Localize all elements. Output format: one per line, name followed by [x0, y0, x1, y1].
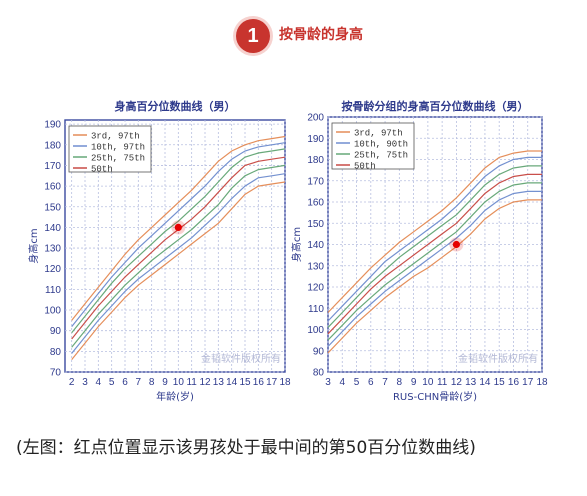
x-tick-label: 5 [354, 377, 360, 388]
highlight-dot [452, 240, 460, 249]
y-tick-label: 200 [307, 113, 324, 124]
y-tick-label: 160 [307, 198, 324, 209]
y-tick-label: 170 [44, 161, 61, 172]
x-tick-label: 9 [162, 377, 168, 388]
y-tick-label: 110 [308, 304, 324, 315]
series-line-10th [71, 173, 286, 354]
legend-label: 25th, 75th [91, 154, 145, 164]
legend-box [68, 125, 152, 173]
figure-caption: (左图：红点位置显示该男孩处于最中间的第50百分位数曲线) [16, 438, 476, 458]
x-tick-label: 10 [422, 377, 434, 388]
x-tick-label: 5 [109, 377, 115, 388]
series-line-90th [71, 142, 286, 327]
series-line-97th [71, 135, 286, 321]
x-tick-label: 16 [253, 377, 265, 388]
x-tick-label: 3 [82, 377, 88, 388]
y-axis-label: 身高cm [290, 227, 303, 262]
x-tick-label: 9 [411, 377, 417, 388]
x-tick-label: 17 [266, 377, 278, 388]
x-tick-label: 17 [522, 377, 534, 388]
x-tick-label: 10 [173, 377, 185, 388]
x-tick-label: 14 [479, 377, 491, 388]
legend-label: 10th, 97th [91, 143, 145, 153]
x-tick-label: 4 [339, 377, 345, 388]
x-tick-label: 15 [494, 377, 506, 388]
x-tick-label: 12 [199, 377, 211, 388]
x-tick-label: 11 [437, 377, 448, 388]
y-tick-label: 150 [44, 202, 61, 213]
height-percentile-chart-by-bone-age: 3 4 5 6 7 8 9 10 11 12 13 14 15 16 17 18 80 90 100 110 120 13… [290, 99, 548, 403]
x-tick-label: 2 [69, 377, 75, 388]
y-tick-label: 90 [313, 346, 325, 357]
x-axis-label: RUS-CHN骨龄(岁) [393, 390, 477, 403]
x-tick-label: 4 [96, 377, 102, 388]
x-tick-label: 7 [136, 377, 142, 388]
y-tick-label: 120 [307, 283, 324, 294]
x-tick-label: 15 [239, 377, 251, 388]
legend-label: 3rd, 97th [91, 132, 140, 142]
y-tick-label: 70 [50, 368, 62, 379]
y-tick-label: 80 [50, 347, 62, 358]
series-line-10th [327, 190, 542, 347]
y-tick-label: 180 [307, 155, 324, 166]
y-tick-label: 170 [307, 176, 324, 187]
y-tick-label: 130 [307, 261, 324, 272]
highlight-dot [174, 223, 182, 232]
y-tick-label: 110 [45, 285, 61, 296]
x-tick-label: 8 [149, 377, 155, 388]
legend-label: 3rd, 97th [354, 129, 403, 139]
legend-label: 10th, 90th [354, 140, 408, 150]
x-tick-label: 13 [465, 377, 477, 388]
x-tick-label: 16 [508, 377, 520, 388]
series-line-75th [327, 165, 542, 328]
chart-title: 身高百分位数曲线（男） [115, 99, 236, 113]
legend-box [331, 122, 415, 170]
x-tick-label: 6 [122, 377, 128, 388]
watermark: 金韬软件版权所有 [201, 352, 281, 365]
series-line-97th [327, 150, 542, 313]
series-line-3rd [327, 199, 542, 354]
x-tick-label: 12 [451, 377, 463, 388]
x-tick-label: 7 [382, 377, 388, 388]
y-tick-label: 130 [44, 244, 61, 255]
legend-label: 50th [354, 162, 376, 172]
series-line-25th [327, 182, 542, 341]
y-tick-label: 90 [50, 326, 62, 337]
y-tick-label: 140 [307, 240, 324, 251]
y-tick-label: 180 [44, 140, 61, 151]
y-tick-label: 150 [307, 219, 324, 230]
x-axis-label: 年龄(岁) [156, 390, 194, 403]
y-tick-label: 80 [313, 368, 325, 379]
series-line-90th [327, 156, 542, 322]
series-line-25th [71, 164, 286, 348]
y-axis-label: 身高cm [27, 228, 40, 263]
watermark: 金韬软件版权所有 [458, 352, 538, 365]
x-tick-label: 8 [397, 377, 403, 388]
series-line-3rd [71, 181, 286, 360]
series-line-75th [71, 148, 286, 334]
legend-label: 50th [91, 165, 113, 175]
y-tick-label: 190 [44, 120, 61, 131]
x-tick-label: 18 [536, 377, 548, 388]
legend-label: 25th, 75th [354, 151, 408, 161]
y-tick-label: 140 [44, 223, 61, 234]
x-tick-label: 6 [368, 377, 374, 388]
y-tick-label: 100 [307, 325, 324, 336]
x-tick-label: 14 [226, 377, 238, 388]
y-tick-label: 100 [44, 306, 61, 317]
section-title: 按骨龄的身高 [279, 27, 363, 43]
x-tick-label: 11 [186, 377, 197, 388]
chart-title: 按骨龄分组的身高百分位数曲线（男） [342, 99, 529, 113]
section-number-badge: 1 [236, 19, 270, 53]
x-tick-label: 13 [213, 377, 225, 388]
series-line-50th [327, 173, 542, 335]
x-tick-label: 18 [279, 377, 291, 388]
y-tick-label: 160 [44, 182, 61, 193]
y-tick-label: 190 [307, 134, 324, 145]
height-percentile-chart-by-age: 2 3 4 5 6 7 8 9 10 11 12 13 14 15 16 17 18 70 80 90 100 110 12… [27, 99, 291, 403]
y-tick-label: 120 [44, 264, 61, 275]
x-tick-label: 3 [325, 377, 331, 388]
